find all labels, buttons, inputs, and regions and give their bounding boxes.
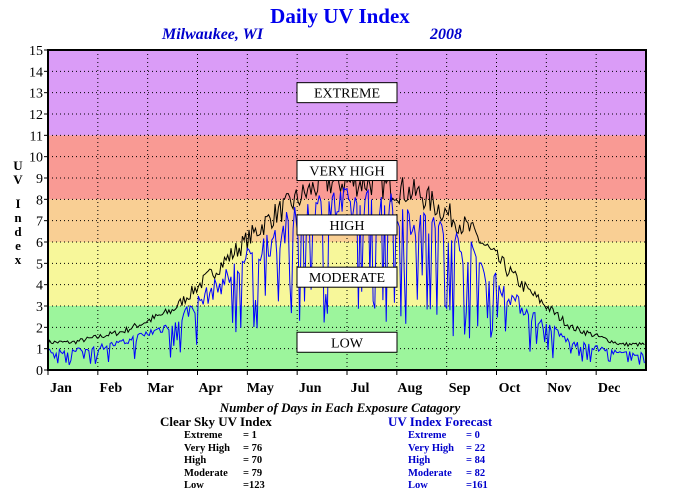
band-label: EXTREME [314,87,380,102]
clear-sky-stat-value: = 79 [243,467,263,479]
band-label-box [296,266,398,288]
clear-sky-stats-title: Clear Sky UV Index [160,414,272,429]
y-tick-label: 14 [29,65,43,80]
y-axis-label-char: d [14,224,22,239]
forecast-stat-value: = 84 [466,455,486,466]
band-label: MODERATE [309,271,385,286]
y-tick-label: 13 [29,87,43,102]
band-label-box [296,160,398,182]
forecast-stat-value: =161 [466,480,488,491]
x-tick-label: Sep [449,381,471,396]
stats-heading: Number of Days in Each Exposure Catagory [219,400,461,415]
x-tick-label: Jul [351,381,370,396]
forecast-stats-title: UV Index Forecast [388,414,493,429]
y-tick-label: 0 [36,364,43,379]
y-tick-label: 7 [36,215,43,230]
y-axis-label-char: e [15,238,21,253]
forecast-stat-label: Very High [408,442,454,454]
x-tick-label: Mar [147,381,173,396]
clear-sky-stat-value: = 1 [243,430,257,441]
chart-year: 2008 [430,26,462,43]
y-axis-label-char: U [13,158,23,173]
clear-sky-stat-value: = 70 [243,455,263,466]
forecast-stat-label: High [408,455,431,466]
y-tick-label: 9 [36,172,43,187]
y-tick-label: 2 [36,321,43,336]
band-label-box [296,214,398,236]
clear-sky-stat-label: Low [184,480,204,491]
y-tick-label: 8 [36,193,43,208]
chart-location: Milwaukee, WI [162,26,264,43]
y-axis-label-char: I [15,196,20,211]
y-tick-label: 11 [30,129,43,144]
y-tick-label: 1 [36,343,43,358]
x-tick-label: Oct [499,381,521,396]
band-label: HIGH [330,219,365,234]
forecast-stat-value: = 22 [466,442,486,454]
forecast-stat-label: Extreme [408,430,447,441]
y-axis-label-char: n [14,210,22,225]
band-label: LOW [331,336,364,351]
band-label-box [296,82,398,104]
chart-title: Daily UV Index [270,4,410,28]
clear-sky-stat-label: Very High [184,442,230,454]
clear-sky-stat-label: Moderate [184,467,228,479]
y-tick-label: 5 [36,257,43,272]
y-tick-label: 12 [29,108,43,123]
x-tick-label: Jun [299,381,322,396]
x-tick-label: Jan [50,381,72,396]
x-tick-label: May [247,381,274,396]
clear-sky-stat-value: =123 [243,480,265,491]
y-tick-label: 6 [36,236,43,251]
forecast-stat-label: Low [408,480,428,491]
clear-sky-stat-label: Extreme [184,430,223,441]
x-tick-label: Apr [198,381,222,396]
forecast-stat-value: = 0 [466,430,480,441]
y-axis-label-char: V [13,172,23,187]
y-tick-label: 4 [36,279,43,294]
forecast-stat-label: Moderate [408,467,452,479]
x-tick-label: Feb [100,381,123,396]
band-label: VERY HIGH [309,165,384,180]
clear-sky-stat-value: = 76 [243,442,263,454]
clear-sky-stat-label: High [184,455,207,466]
y-tick-label: 3 [36,300,43,315]
forecast-stat-value: = 82 [466,467,486,479]
y-tick-label: 10 [29,151,43,166]
series-line-forecast [47,187,645,366]
x-tick-label: Nov [547,381,571,396]
x-tick-label: Dec [598,381,621,396]
x-tick-label: Aug [397,381,422,396]
y-axis-label-char: x [15,252,22,267]
band-label-box [296,331,398,353]
y-tick-label: 15 [29,44,43,59]
